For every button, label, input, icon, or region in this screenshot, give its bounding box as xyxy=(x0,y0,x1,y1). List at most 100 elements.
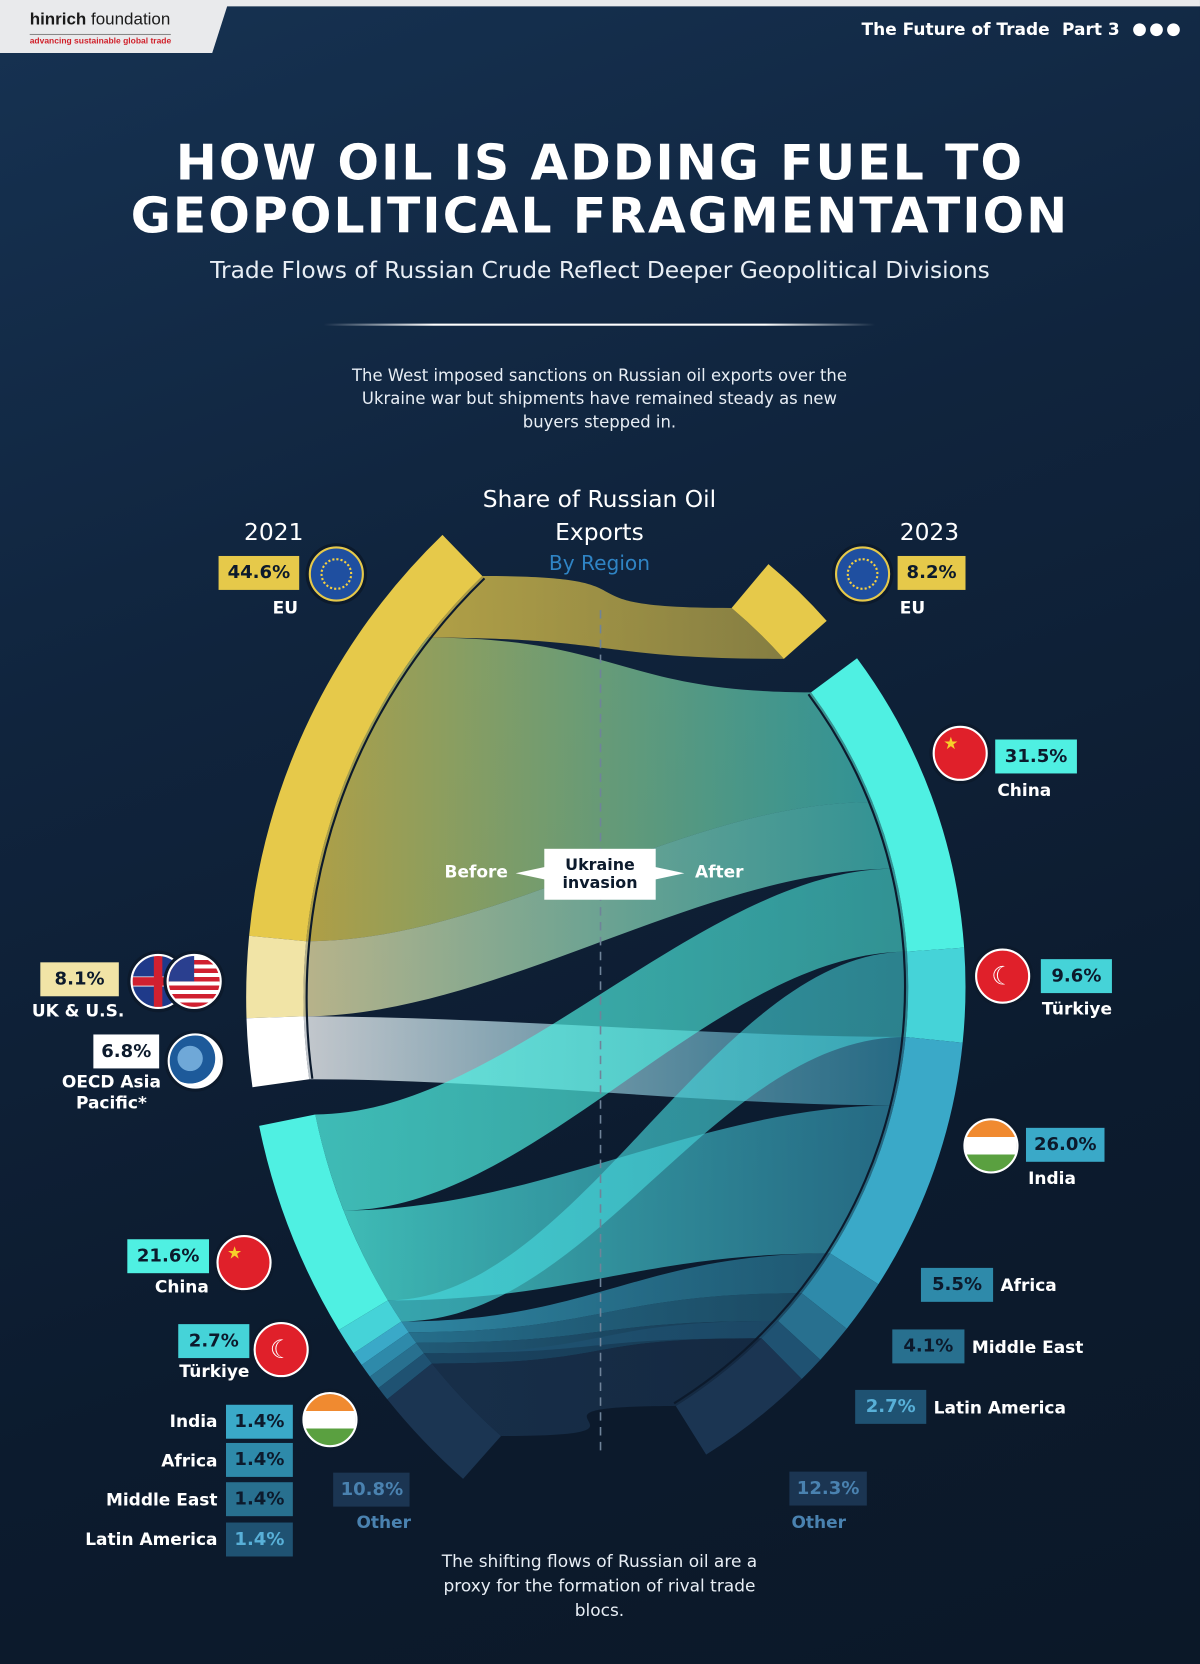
bar-2021-ukus xyxy=(246,935,307,1019)
bar-2023-china xyxy=(811,658,965,952)
india-flag-icon xyxy=(963,1118,1019,1174)
oecd-logo-icon xyxy=(167,1033,223,1089)
value-2021-india: 1.4% xyxy=(225,1404,293,1439)
label-2021-eu: EU xyxy=(272,597,299,618)
flow-eu-to-china xyxy=(306,637,873,942)
inner-arc-line xyxy=(673,693,907,1405)
bar-2023-latin_america xyxy=(761,1320,821,1380)
flow-india-to-africa xyxy=(401,1253,831,1333)
title-line-1: HOW OIL IS ADDING FUEL TO xyxy=(175,133,1025,191)
chart-subtitle: By Region xyxy=(548,551,651,576)
flow-ukus-to-china xyxy=(303,802,894,1017)
bar-2021-turkiye xyxy=(338,1300,402,1354)
bar-2021-latin_america xyxy=(378,1353,432,1400)
flow-eu-to-eu xyxy=(426,576,784,659)
bar-2023-other xyxy=(675,1338,802,1455)
chart-title: Share of Russian Oil Exports xyxy=(482,486,717,547)
part-dot-icon xyxy=(1150,23,1163,37)
title-line-2: GEOPOLITICAL FRAGMENTATION xyxy=(130,186,1070,245)
bar-2021-india xyxy=(353,1321,409,1366)
value-2021-ukus: 8.1% xyxy=(40,962,119,997)
label-2021-africa: Africa xyxy=(161,1450,218,1471)
label-2021-china: China xyxy=(154,1276,209,1297)
value-2021-africa: 1.4% xyxy=(225,1442,293,1477)
value-2023-china: 31.5% xyxy=(995,739,1077,774)
flow-china-to-china xyxy=(315,868,907,1211)
label-2023-turkiye: Türkiye xyxy=(1041,998,1113,1019)
china-flag-icon: ★ xyxy=(932,725,988,781)
value-2021-middle-east: 1.4% xyxy=(225,1482,293,1517)
china-flag-icon: ★ xyxy=(216,1235,272,1291)
label-2023-middle-east: Middle East xyxy=(971,1336,1084,1358)
bar-2021-eu xyxy=(249,534,483,942)
intro-text: The West imposed sanctions on Russian oi… xyxy=(351,366,847,432)
page-title: HOW OIL IS ADDING FUEL TO GEOPOLITICAL F… xyxy=(0,136,1200,242)
logo-tagline: advancing sustainable global trade xyxy=(29,33,172,46)
top-strip xyxy=(0,0,1200,7)
arrow-right-icon xyxy=(654,866,685,880)
value-2021-turkiye: 2.7% xyxy=(178,1324,250,1359)
flow-turkiye-to-turkiye xyxy=(387,951,909,1322)
eu-flag-icon xyxy=(308,546,364,602)
part-dot-icon xyxy=(1167,23,1180,37)
bar-2023-turkiye xyxy=(905,947,966,1043)
label-2021-india: India xyxy=(169,1411,218,1432)
label-2021-other: Other xyxy=(356,1511,412,1533)
value-2021-latin-america: 1.4% xyxy=(225,1522,293,1557)
eu-flag-icon xyxy=(835,546,891,602)
hinrich-foundation-logo[interactable]: hinrich foundation advancing sustainable… xyxy=(0,0,230,54)
value-2023-india: 26.0% xyxy=(1025,1127,1105,1162)
value-2021-china: 21.6% xyxy=(127,1239,210,1274)
label-2021-ukus: UK & U.S. xyxy=(31,1000,125,1021)
label-2023-china: China xyxy=(997,779,1052,800)
part-dot-icon xyxy=(1133,23,1146,37)
flow-africa-to-middle_east xyxy=(408,1293,802,1343)
logo-name-bold: hinrich xyxy=(29,10,87,29)
value-2023-turkiye: 9.6% xyxy=(1040,959,1112,994)
value-2021-oecd: 6.8% xyxy=(93,1034,160,1069)
bar-2021-africa xyxy=(361,1332,417,1377)
value-2023-latin-america: 2.7% xyxy=(855,1389,927,1424)
before-label: Before xyxy=(444,861,508,882)
divider xyxy=(323,323,876,326)
year-2023: 2023 xyxy=(899,519,960,547)
value-2023-eu: 8.2% xyxy=(897,555,966,590)
after-label: After xyxy=(694,861,744,882)
closing-text: The shifting flows of Russian oil are a … xyxy=(441,1551,758,1621)
india-flag-icon xyxy=(302,1392,358,1448)
subtitle: Trade Flows of Russian Crude Reflect Dee… xyxy=(210,257,990,285)
label-2023-india: India xyxy=(1028,1168,1076,1189)
us-flag-icon xyxy=(166,953,222,1010)
bar-2023-middle_east xyxy=(778,1293,847,1360)
arrow-left-icon xyxy=(515,866,546,880)
flow-other-to-other xyxy=(431,1338,762,1436)
bar-2021-china xyxy=(259,1114,388,1330)
label-2021-middle-east: Middle East xyxy=(105,1489,218,1510)
ukraine-invasion-label: Ukraine invasion xyxy=(544,848,656,900)
label-2023-other: Other xyxy=(791,1511,847,1533)
inner-arc-line xyxy=(305,577,486,1079)
label-2021-latin-america: Latin America xyxy=(85,1528,218,1550)
turkiye-flag-icon: ☾ xyxy=(253,1322,309,1378)
bar-2023-africa xyxy=(801,1253,879,1329)
bar-2021-middle_east xyxy=(369,1342,424,1389)
value-2023-other: 12.3% xyxy=(789,1471,867,1506)
value-2023-africa: 5.5% xyxy=(920,1267,994,1302)
label-2021-oecd: OECD Asia Pacific* xyxy=(61,1071,161,1113)
part-number: Part 3 xyxy=(1062,19,1120,40)
label-2023-africa: Africa xyxy=(1000,1275,1057,1296)
bar-2023-india xyxy=(830,1036,963,1285)
series-title: The Future of Trade xyxy=(861,19,1050,40)
logo-name: hinrich foundation xyxy=(30,11,171,30)
bar-2021-other xyxy=(387,1363,502,1479)
year-2021: 2021 xyxy=(244,519,304,547)
bar-2021-oecd xyxy=(246,1016,310,1088)
logo-name-rest: foundation xyxy=(86,10,171,29)
label-2023-latin-america: Latin America xyxy=(933,1397,1066,1418)
value-2021-other: 10.8% xyxy=(333,1472,410,1507)
value-2021-eu: 44.6% xyxy=(218,555,300,590)
bar-2023-eu xyxy=(731,564,827,659)
label-2023-eu: EU xyxy=(899,597,926,618)
